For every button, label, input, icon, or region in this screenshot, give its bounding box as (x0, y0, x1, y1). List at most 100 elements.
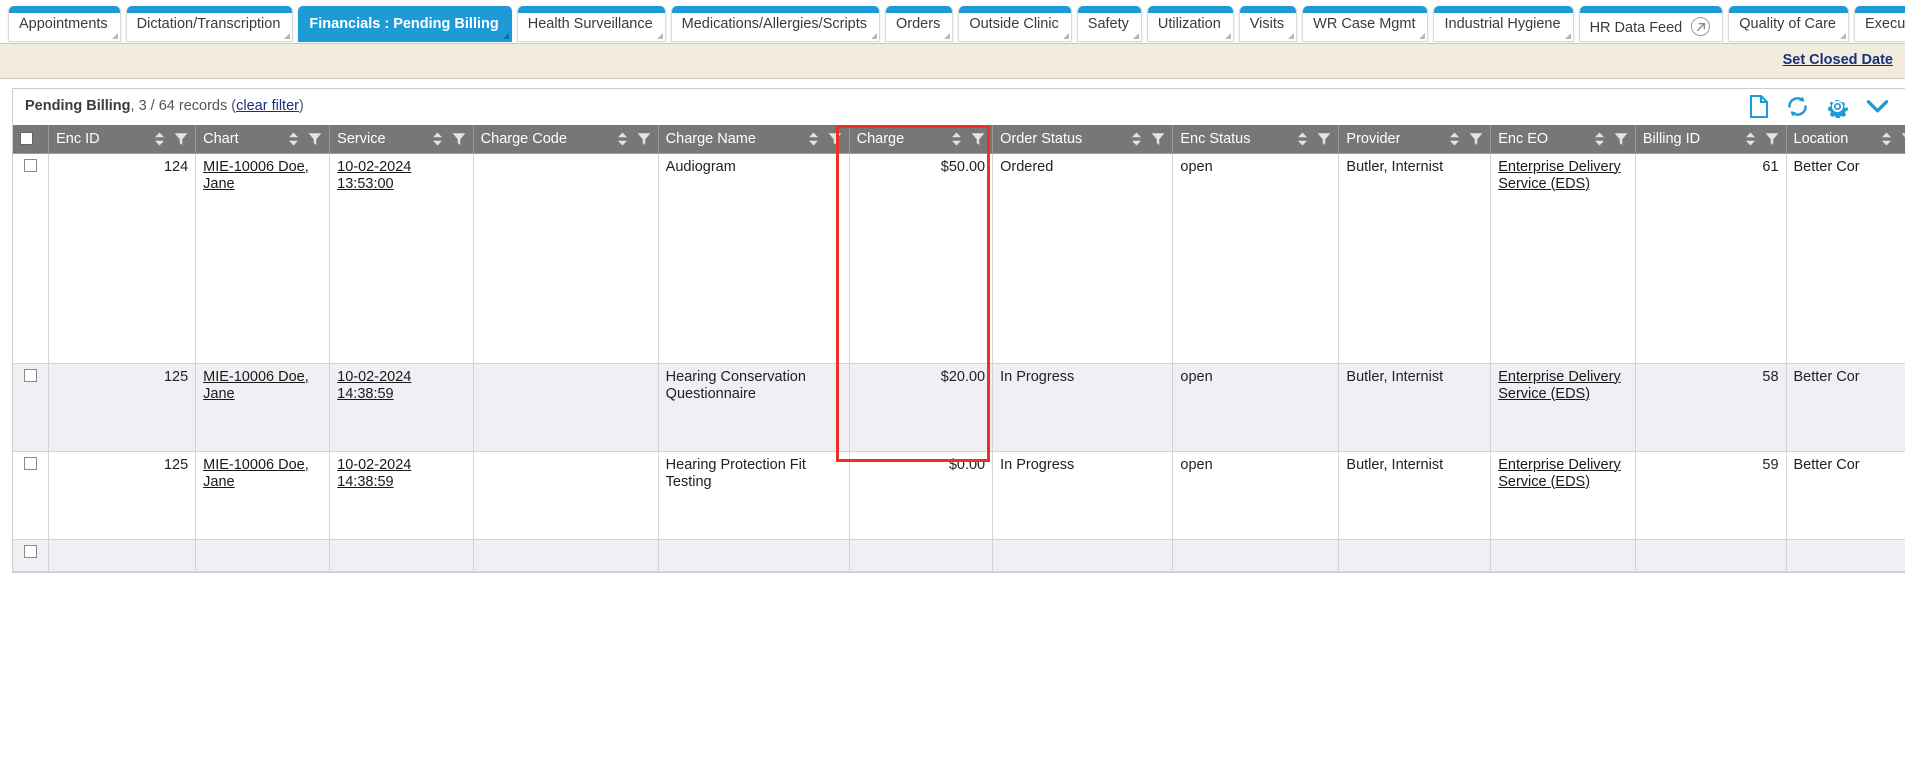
column-header-service[interactable]: Service (329, 125, 474, 154)
sort-icon (1298, 132, 1308, 146)
sort-icon[interactable] (1881, 132, 1892, 146)
refresh-icon[interactable] (1786, 95, 1809, 118)
cell-charge-code (473, 153, 659, 364)
filter-icon[interactable] (1901, 132, 1905, 146)
tab-medications-allergies-scripts[interactable]: Medications/Allergies/Scripts (670, 6, 881, 42)
cell-chart[interactable]: MIE-10006 Doe, Jane (195, 451, 331, 540)
cell-chart[interactable]: MIE-10006 Doe, Jane (195, 153, 331, 364)
table-row-empty[interactable] (13, 539, 1905, 572)
table-row[interactable]: 125 MIE-10006 Doe, Jane 10-02-2024 14:38:5… (13, 363, 1905, 452)
table-row[interactable]: 124 MIE-10006 Doe, Jane 10-02-2024 13:53:0… (13, 153, 1905, 364)
cell-provider: Butler, Internist (1338, 363, 1492, 452)
tab-appointments[interactable]: Appointments (8, 6, 121, 42)
sort-icon[interactable] (808, 132, 819, 146)
tab-orders[interactable]: Orders (885, 6, 954, 42)
tab-wr-case-mgmt[interactable]: WR Case Mgmt (1302, 6, 1429, 42)
row-select-cell[interactable] (13, 539, 50, 572)
column-header-enc-id[interactable]: Enc ID (48, 125, 197, 154)
cell-enc-eo[interactable]: Enterprise Delivery Service (EDS) (1490, 451, 1636, 540)
column-header-charge-name[interactable]: Charge Name (658, 125, 850, 154)
cell-link[interactable]: Enterprise Delivery Service (EDS) (1498, 158, 1621, 192)
sort-icon[interactable] (154, 132, 165, 146)
sort-icon[interactable] (951, 132, 962, 146)
new-document-icon[interactable] (1749, 94, 1769, 119)
cell-link[interactable]: 10-02-2024 14:38:59 (337, 368, 412, 402)
filter-icon[interactable] (971, 132, 985, 146)
sort-icon[interactable] (1131, 132, 1142, 146)
tab-financials-pending-billing[interactable]: Financials : Pending Billing (298, 6, 512, 42)
select-all-header[interactable] (13, 125, 50, 154)
sort-icon[interactable] (1594, 132, 1605, 146)
cell-link[interactable]: Enterprise Delivery Service (EDS) (1498, 368, 1621, 402)
tab-health-surveillance[interactable]: Health Surveillance (516, 6, 666, 42)
row-select-cell[interactable] (13, 153, 50, 364)
column-header-enc-eo[interactable]: Enc EO (1490, 125, 1636, 154)
tab-dictation-transcription[interactable]: Dictation/Transcription (125, 6, 294, 42)
select-all-checkbox[interactable] (20, 132, 33, 146)
sort-icon[interactable] (1297, 132, 1308, 146)
row-checkbox[interactable] (24, 368, 38, 382)
filter-icon[interactable] (174, 132, 188, 146)
column-header-billing-id[interactable]: Billing ID (1635, 125, 1787, 154)
cell-charge (849, 539, 994, 572)
column-header-charge[interactable]: Charge (849, 125, 994, 154)
tab-outside-clinic[interactable]: Outside Clinic (958, 6, 1072, 42)
filter-icon (1469, 133, 1483, 145)
cell-charge: $20.00 (849, 363, 994, 452)
row-checkbox[interactable] (24, 544, 38, 558)
cell-service[interactable]: 10-02-2024 14:38:59 (329, 451, 474, 540)
column-header-provider[interactable]: Provider (1338, 125, 1492, 154)
column-header-charge-code[interactable]: Charge Code (473, 125, 659, 154)
cell-link[interactable]: MIE-10006 Doe, Jane (203, 456, 309, 490)
sort-icon[interactable] (432, 132, 443, 146)
tab-quality-of-care[interactable]: Quality of Care (1728, 6, 1849, 42)
column-header-chart[interactable]: Chart (195, 125, 331, 154)
column-header-label: Enc EO (1498, 130, 1549, 147)
row-select-cell[interactable] (13, 451, 50, 540)
tab-utilization[interactable]: Utilization (1146, 6, 1234, 42)
filter-icon[interactable] (1765, 132, 1779, 146)
filter-icon[interactable] (308, 132, 322, 146)
tab-safety[interactable]: Safety (1076, 6, 1142, 42)
cell-link[interactable]: Enterprise Delivery Service (EDS) (1498, 456, 1621, 490)
filter-icon (637, 133, 651, 145)
sort-icon[interactable] (1449, 132, 1460, 146)
sort-icon[interactable] (617, 132, 628, 146)
row-checkbox[interactable] (24, 158, 38, 172)
set-closed-date-link[interactable]: Set Closed Date (1782, 52, 1893, 68)
cell-link[interactable]: 10-02-2024 13:53:00 (337, 158, 412, 192)
table-row[interactable]: 125 MIE-10006 Doe, Jane 10-02-2024 14:38:5… (13, 451, 1905, 540)
filter-icon[interactable] (637, 132, 651, 146)
filter-icon[interactable] (828, 132, 842, 146)
cell-link[interactable]: 10-02-2024 14:38:59 (337, 456, 412, 490)
cell-service[interactable]: 10-02-2024 13:53:00 (329, 153, 474, 364)
column-header-location[interactable]: Location (1786, 125, 1905, 154)
tab-executive-dashb[interactable]: Executive Dashb (1853, 6, 1905, 42)
row-checkbox[interactable] (24, 456, 38, 470)
cell-enc-eo[interactable]: Enterprise Delivery Service (EDS) (1490, 153, 1636, 364)
column-header-enc-status[interactable]: Enc Status (1172, 125, 1340, 154)
cell-chart[interactable]: MIE-10006 Doe, Jane (195, 363, 331, 452)
filter-icon[interactable] (1317, 132, 1331, 146)
tab-hr-data-feed[interactable]: HR Data Feed (1578, 6, 1724, 42)
filter-icon[interactable] (452, 132, 466, 146)
cell-service[interactable]: 10-02-2024 14:38:59 (329, 363, 474, 452)
tab-visits[interactable]: Visits (1238, 6, 1298, 42)
column-header-order-status[interactable]: Order Status (992, 125, 1174, 154)
sort-icon[interactable] (288, 132, 299, 146)
filter-icon[interactable] (1614, 132, 1628, 146)
gear-icon[interactable] (1826, 95, 1849, 119)
cell-enc-eo[interactable]: Enterprise Delivery Service (EDS) (1490, 363, 1636, 452)
clear-filter-link[interactable]: clear filter (236, 98, 299, 114)
sort-icon[interactable] (1745, 132, 1756, 146)
tab-industrial-hygiene[interactable]: Industrial Hygiene (1433, 6, 1574, 42)
sort-icon (1132, 132, 1142, 146)
row-select-cell[interactable] (13, 363, 50, 452)
cell-link[interactable]: MIE-10006 Doe, Jane (203, 368, 309, 402)
cell-link[interactable]: MIE-10006 Doe, Jane (203, 158, 309, 192)
filter-icon[interactable] (1469, 132, 1483, 146)
filter-icon[interactable] (1151, 132, 1165, 146)
sort-icon (155, 132, 165, 146)
chevron-down-icon[interactable] (1866, 98, 1889, 115)
external-link-icon[interactable] (1691, 17, 1711, 36)
